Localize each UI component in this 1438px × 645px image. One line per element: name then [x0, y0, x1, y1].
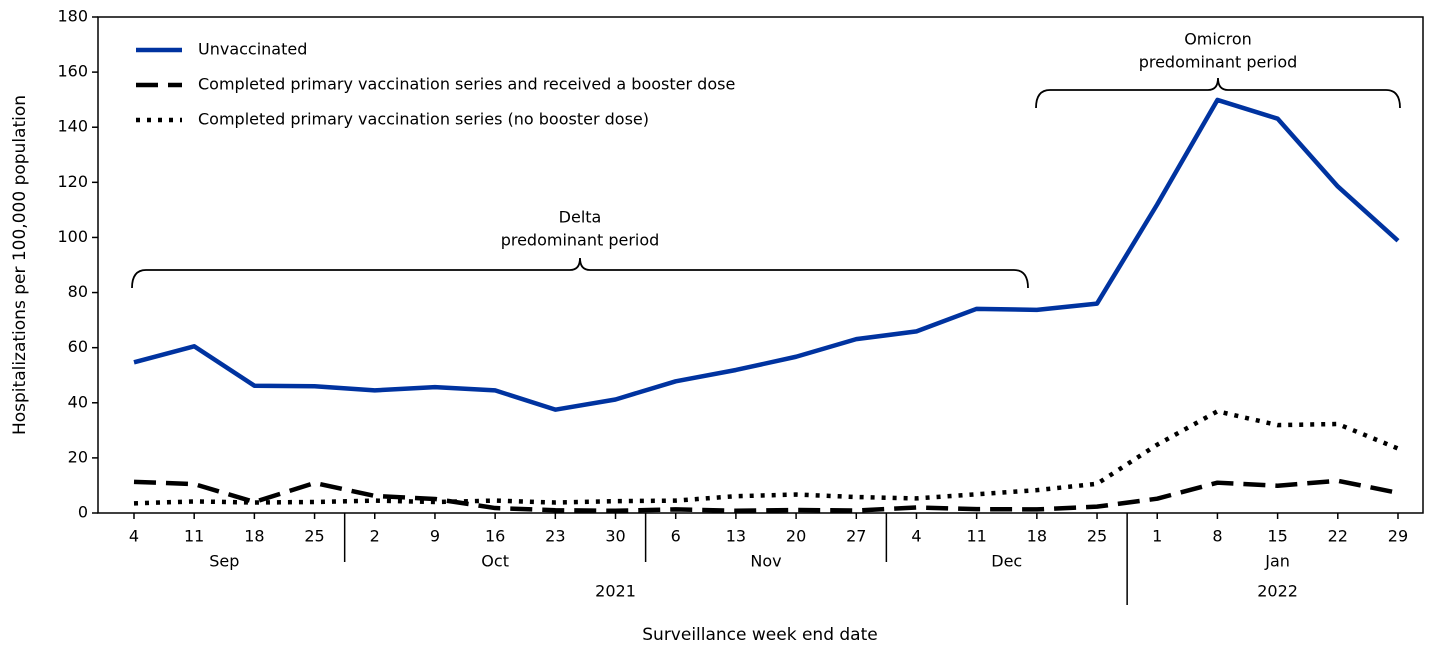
x-tick-label: 22 [1328, 527, 1348, 546]
series-line [133, 409, 1399, 506]
y-tick-label: 120 [57, 172, 88, 191]
x-tick-label: 25 [304, 527, 324, 546]
y-tick-label: 160 [57, 62, 88, 81]
legend-label: Unvaccinated [198, 40, 307, 59]
year-label: 2022 [1257, 582, 1298, 601]
month-label: Dec [991, 552, 1022, 571]
x-tick-label: 30 [605, 527, 625, 546]
x-tick-label: 13 [726, 527, 746, 546]
annotation: Omicron [1184, 30, 1252, 49]
x-tick-label: 2 [370, 527, 380, 546]
legend-label: Completed primary vaccination series (no… [198, 110, 649, 129]
x-tick-label: 4 [129, 527, 139, 546]
x-tick-label: 11 [966, 527, 986, 546]
x-tick-label: 20 [786, 527, 806, 546]
y-tick-label: 60 [68, 337, 88, 356]
month-label: Sep [209, 552, 239, 571]
series-line [133, 478, 1399, 514]
x-tick-label: 29 [1388, 527, 1408, 546]
y-tick-label: 40 [68, 392, 88, 411]
legend-label: Completed primary vaccination series and… [198, 75, 735, 94]
annotation: predominant period [1139, 53, 1298, 72]
y-tick-label: 80 [68, 282, 88, 301]
series-line [133, 97, 1400, 412]
x-tick-label: 11 [184, 527, 204, 546]
x-tick-label: 23 [545, 527, 565, 546]
annotation: Delta [559, 208, 602, 227]
x-axis-title: Surveillance week end date [642, 625, 877, 645]
y-tick-label: 0 [78, 503, 88, 522]
plot-frame [97, 16, 1424, 514]
y-tick-label: 180 [57, 7, 88, 26]
brace [1035, 77, 1401, 109]
brace [131, 257, 1029, 289]
x-tick-label: 9 [430, 527, 440, 546]
x-tick-label: 18 [244, 527, 264, 546]
x-tick-label: 15 [1267, 527, 1287, 546]
y-axis-title: Hospitalizations per 100,000 population [10, 95, 30, 435]
month-label: Nov [750, 552, 781, 571]
x-tick-label: 6 [671, 527, 681, 546]
y-tick-label: 140 [57, 117, 88, 136]
x-tick-label: 18 [1027, 527, 1047, 546]
annotation: predominant period [501, 231, 660, 250]
x-tick-label: 27 [846, 527, 866, 546]
y-tick-label: 20 [68, 447, 88, 466]
x-tick-label: 25 [1087, 527, 1107, 546]
x-tick-label: 4 [911, 527, 921, 546]
year-label: 2021 [595, 582, 636, 601]
month-label: Oct [481, 552, 509, 571]
x-tick-label: 16 [485, 527, 505, 546]
x-tick-label: 1 [1152, 527, 1162, 546]
y-tick-label: 100 [57, 227, 88, 246]
x-tick-label: 8 [1212, 527, 1222, 546]
month-label: Jan [1264, 552, 1290, 571]
